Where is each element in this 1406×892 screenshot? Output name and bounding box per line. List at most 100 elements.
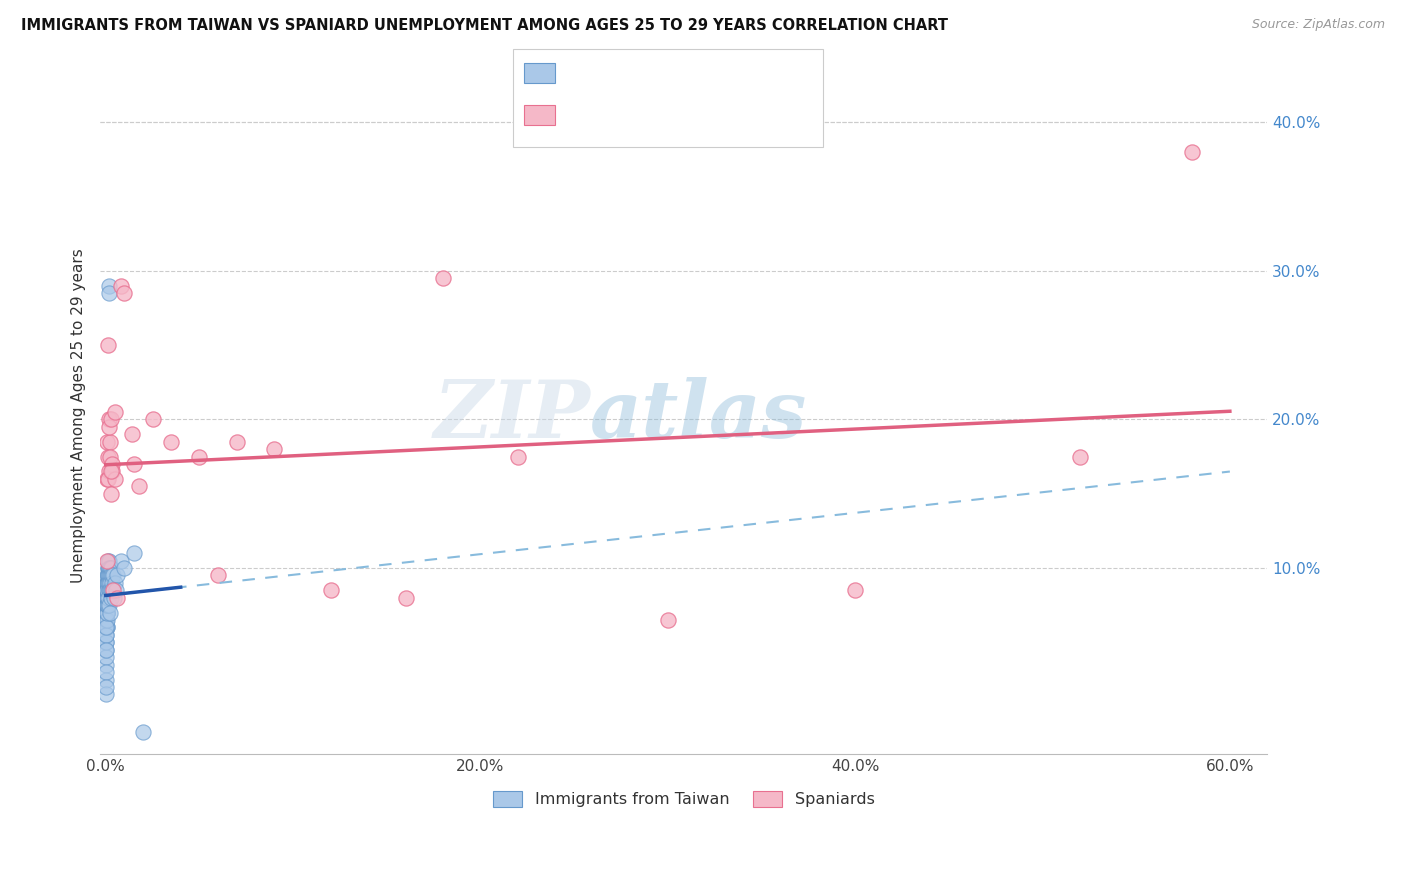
Point xyxy=(96,575,118,590)
Point xyxy=(100,412,122,426)
Point xyxy=(96,553,118,567)
Point xyxy=(100,591,122,605)
Point xyxy=(100,568,122,582)
Point xyxy=(100,568,122,582)
Point xyxy=(844,583,866,598)
Text: ZIP: ZIP xyxy=(433,377,591,454)
Point xyxy=(98,561,121,575)
Point xyxy=(97,450,120,464)
Point xyxy=(94,687,117,701)
Point xyxy=(103,591,125,605)
Point xyxy=(96,606,118,620)
Point xyxy=(100,583,122,598)
Point xyxy=(96,628,118,642)
Point xyxy=(110,553,132,567)
Point xyxy=(97,561,120,575)
Point xyxy=(96,635,118,649)
Point xyxy=(96,472,118,486)
Point xyxy=(100,561,122,575)
Point xyxy=(1181,145,1204,159)
Point xyxy=(207,568,229,582)
Point xyxy=(96,620,118,634)
Point xyxy=(96,591,118,605)
Point xyxy=(142,412,165,426)
Point xyxy=(98,450,121,464)
Point xyxy=(96,620,118,634)
Point xyxy=(101,457,124,471)
Point xyxy=(96,598,118,612)
Point xyxy=(96,591,118,605)
Point xyxy=(97,598,120,612)
Point xyxy=(96,642,118,657)
Point xyxy=(96,650,118,665)
Point xyxy=(263,442,285,456)
Point xyxy=(96,613,118,627)
Text: atlas: atlas xyxy=(591,377,807,454)
Y-axis label: Unemployment Among Ages 25 to 29 years: Unemployment Among Ages 25 to 29 years xyxy=(72,248,86,583)
Point xyxy=(105,583,128,598)
Point xyxy=(97,553,120,567)
Point xyxy=(97,561,120,575)
Point xyxy=(121,427,143,442)
Point xyxy=(96,628,118,642)
Point xyxy=(160,434,183,449)
Point xyxy=(94,680,117,694)
Point xyxy=(96,598,118,612)
Point xyxy=(97,278,120,293)
Point xyxy=(97,591,120,605)
Point xyxy=(96,620,118,634)
Text: IMMIGRANTS FROM TAIWAN VS SPANIARD UNEMPLOYMENT AMONG AGES 25 TO 29 YEARS CORREL: IMMIGRANTS FROM TAIWAN VS SPANIARD UNEMP… xyxy=(21,18,948,33)
Point xyxy=(104,472,127,486)
Point xyxy=(100,434,122,449)
Point xyxy=(96,568,118,582)
Text: Source: ZipAtlas.com: Source: ZipAtlas.com xyxy=(1251,18,1385,31)
Point xyxy=(98,568,121,582)
Point xyxy=(132,724,155,739)
Point xyxy=(188,450,211,464)
Point xyxy=(97,568,120,582)
Point xyxy=(98,561,121,575)
Point xyxy=(96,583,118,598)
Point xyxy=(1069,450,1091,464)
Point xyxy=(97,575,120,590)
Point xyxy=(94,598,117,612)
Point xyxy=(96,606,118,620)
Point xyxy=(97,472,120,486)
Point xyxy=(97,338,120,352)
Point xyxy=(101,575,124,590)
Point xyxy=(96,606,118,620)
Point xyxy=(96,591,118,605)
Point xyxy=(105,591,128,605)
Point xyxy=(319,583,342,598)
Point xyxy=(97,583,120,598)
Point xyxy=(96,434,118,449)
Point xyxy=(100,486,122,500)
Point xyxy=(114,561,136,575)
Point xyxy=(96,598,118,612)
Point xyxy=(110,278,132,293)
Point xyxy=(96,620,118,634)
Point xyxy=(97,464,120,478)
Point xyxy=(103,568,125,582)
Point xyxy=(96,598,118,612)
Point xyxy=(98,419,121,434)
Point xyxy=(104,405,127,419)
Point xyxy=(96,613,118,627)
Point xyxy=(657,613,679,627)
Point xyxy=(100,464,122,478)
Point xyxy=(98,412,121,426)
Point xyxy=(96,598,118,612)
Text: R = 0.575: R = 0.575 xyxy=(564,107,644,121)
Point xyxy=(101,568,124,582)
Text: N = 80: N = 80 xyxy=(717,65,778,79)
Point xyxy=(96,575,118,590)
Point xyxy=(97,575,120,590)
Point xyxy=(97,568,120,582)
Point xyxy=(128,479,150,493)
Point xyxy=(97,553,120,567)
Point xyxy=(432,271,454,285)
Point xyxy=(97,568,120,582)
Point xyxy=(394,591,416,605)
Text: N = 39: N = 39 xyxy=(717,107,778,121)
Point xyxy=(98,285,121,300)
